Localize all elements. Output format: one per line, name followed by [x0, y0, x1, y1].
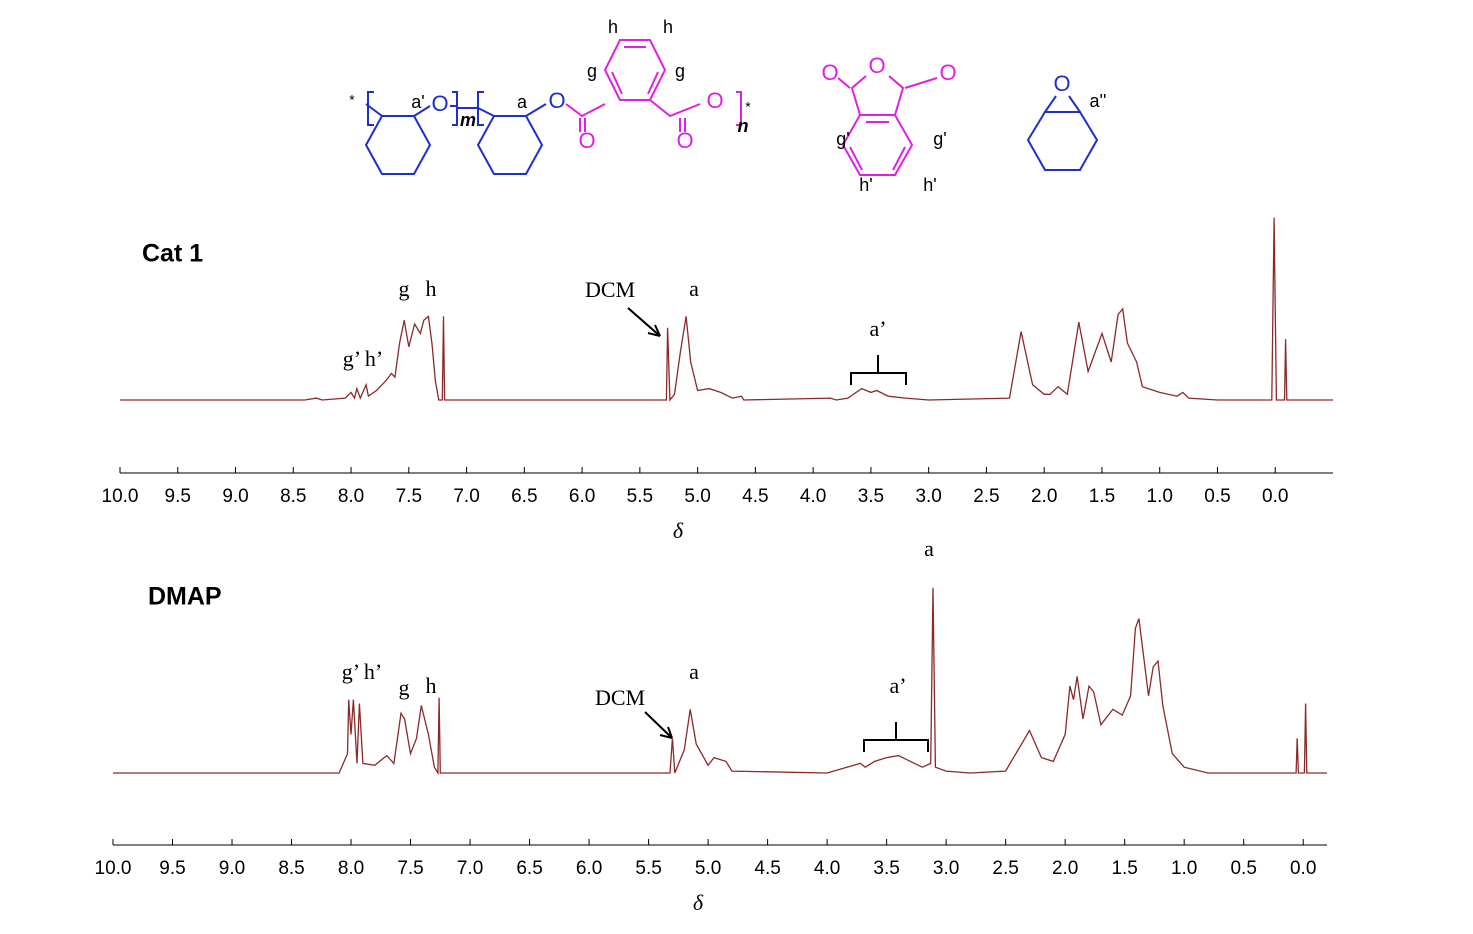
x-tick-label: 7.0 — [453, 486, 479, 507]
x-tick-label: 2.5 — [992, 858, 1018, 879]
structure-label: h' — [923, 175, 936, 195]
x-tick-label: 6.5 — [511, 486, 537, 507]
x-tick-label: 2.5 — [973, 486, 999, 507]
x-tick-label: 9.0 — [219, 858, 245, 879]
x-tick-label: 0.5 — [1230, 858, 1256, 879]
x-tick-label: 3.0 — [915, 486, 941, 507]
x-tick-label: 6.5 — [516, 858, 542, 879]
peak-annotation: a’ — [869, 316, 886, 341]
x-tick-label: 0.0 — [1290, 858, 1316, 879]
x-tick-label: 3.5 — [873, 858, 899, 879]
x-tick-label: 5.0 — [684, 486, 710, 507]
x-tick-label: 8.5 — [280, 486, 306, 507]
spectrum-line — [113, 587, 1327, 776]
peak-annotation: DCM — [595, 685, 645, 710]
x-tick-label: 3.0 — [933, 858, 959, 879]
peak-annotation: a — [689, 659, 699, 684]
structure-label: n — [738, 116, 749, 136]
x-tick-label: 1.0 — [1147, 486, 1173, 507]
x-tick-label: 6.0 — [569, 486, 595, 507]
x-tick-label: 10.0 — [95, 858, 132, 879]
structure-label: O — [431, 91, 448, 116]
structure-label: O — [1053, 71, 1070, 96]
structure-label: a — [517, 92, 528, 112]
x-tick-label: 0.5 — [1204, 486, 1230, 507]
peak-annotation: g’ h’ — [343, 346, 384, 371]
chart-title: Cat 1 — [142, 240, 203, 268]
structure-label: g — [675, 61, 685, 81]
structure-label: h' — [859, 175, 872, 195]
x-tick-label: 1.0 — [1171, 858, 1197, 879]
x-tick-label: 9.0 — [222, 486, 248, 507]
bracket — [627, 307, 929, 752]
structure-label: O — [548, 88, 565, 113]
structure-label: O — [706, 88, 723, 113]
x-tick-label: 9.5 — [159, 858, 185, 879]
structure-label: a' — [411, 92, 424, 112]
x-tick-label: 2.0 — [1031, 486, 1057, 507]
structure-label: m — [460, 110, 476, 130]
structure-label: a'' — [1090, 91, 1107, 111]
structure-label: O — [821, 60, 838, 85]
structure-label: O — [676, 128, 693, 153]
structure-label: O — [578, 128, 595, 153]
x-tick-label: 0.0 — [1262, 486, 1288, 507]
chart-title: DMAP — [148, 583, 222, 611]
structure-label: * — [349, 92, 355, 108]
structure-label: O — [868, 53, 885, 78]
structure-label: g' — [933, 129, 946, 149]
structure-label: g — [587, 61, 597, 81]
peak-annotation: g’ h’ — [342, 659, 383, 684]
peak-annotation: a — [924, 536, 934, 561]
peak-annotation: g — [399, 276, 410, 301]
x-tick-label: 4.0 — [814, 858, 840, 879]
peak-annotation: h — [426, 673, 437, 698]
peak-annotation: a — [689, 276, 699, 301]
peak-annotation: g — [399, 675, 410, 700]
structure-label: h — [663, 17, 673, 37]
x-tick-label: 10.0 — [102, 486, 139, 507]
x-tick-label: 5.0 — [695, 858, 721, 879]
x-tick-label: 5.5 — [635, 858, 661, 879]
x-tick-label: 3.5 — [858, 486, 884, 507]
structure-label: * — [745, 99, 751, 115]
x-tick-label: 6.0 — [576, 858, 602, 879]
x-tick-label: 2.0 — [1052, 858, 1078, 879]
x-tick-label: 8.0 — [338, 486, 364, 507]
x-tick-label: 1.5 — [1089, 486, 1115, 507]
peak-annotation: h — [426, 276, 437, 301]
structures — [364, 39, 1099, 176]
structure-label: O — [939, 60, 956, 85]
peak-annotation: DCM — [585, 277, 635, 302]
spectrum-line — [120, 217, 1333, 402]
structure-label: g' — [836, 129, 849, 149]
x-tick-label: 4.5 — [742, 486, 768, 507]
x-tick-label: 8.5 — [278, 858, 304, 879]
x-tick-label: 7.0 — [457, 858, 483, 879]
x-axis-label: δ — [673, 518, 684, 543]
x-tick-label: 9.5 — [165, 486, 191, 507]
x-tick-label: 4.0 — [800, 486, 826, 507]
x-tick-label: 5.5 — [627, 486, 653, 507]
x-tick-label: 7.5 — [396, 486, 422, 507]
peak-annotation: a’ — [889, 673, 906, 698]
x-axis-label: δ — [693, 890, 704, 915]
x-tick-label: 1.5 — [1111, 858, 1137, 879]
x-tick-label: 8.0 — [338, 858, 364, 879]
structure-label: h — [608, 17, 618, 37]
x-tick-label: 4.5 — [754, 858, 780, 879]
x-tick-label: 7.5 — [397, 858, 423, 879]
